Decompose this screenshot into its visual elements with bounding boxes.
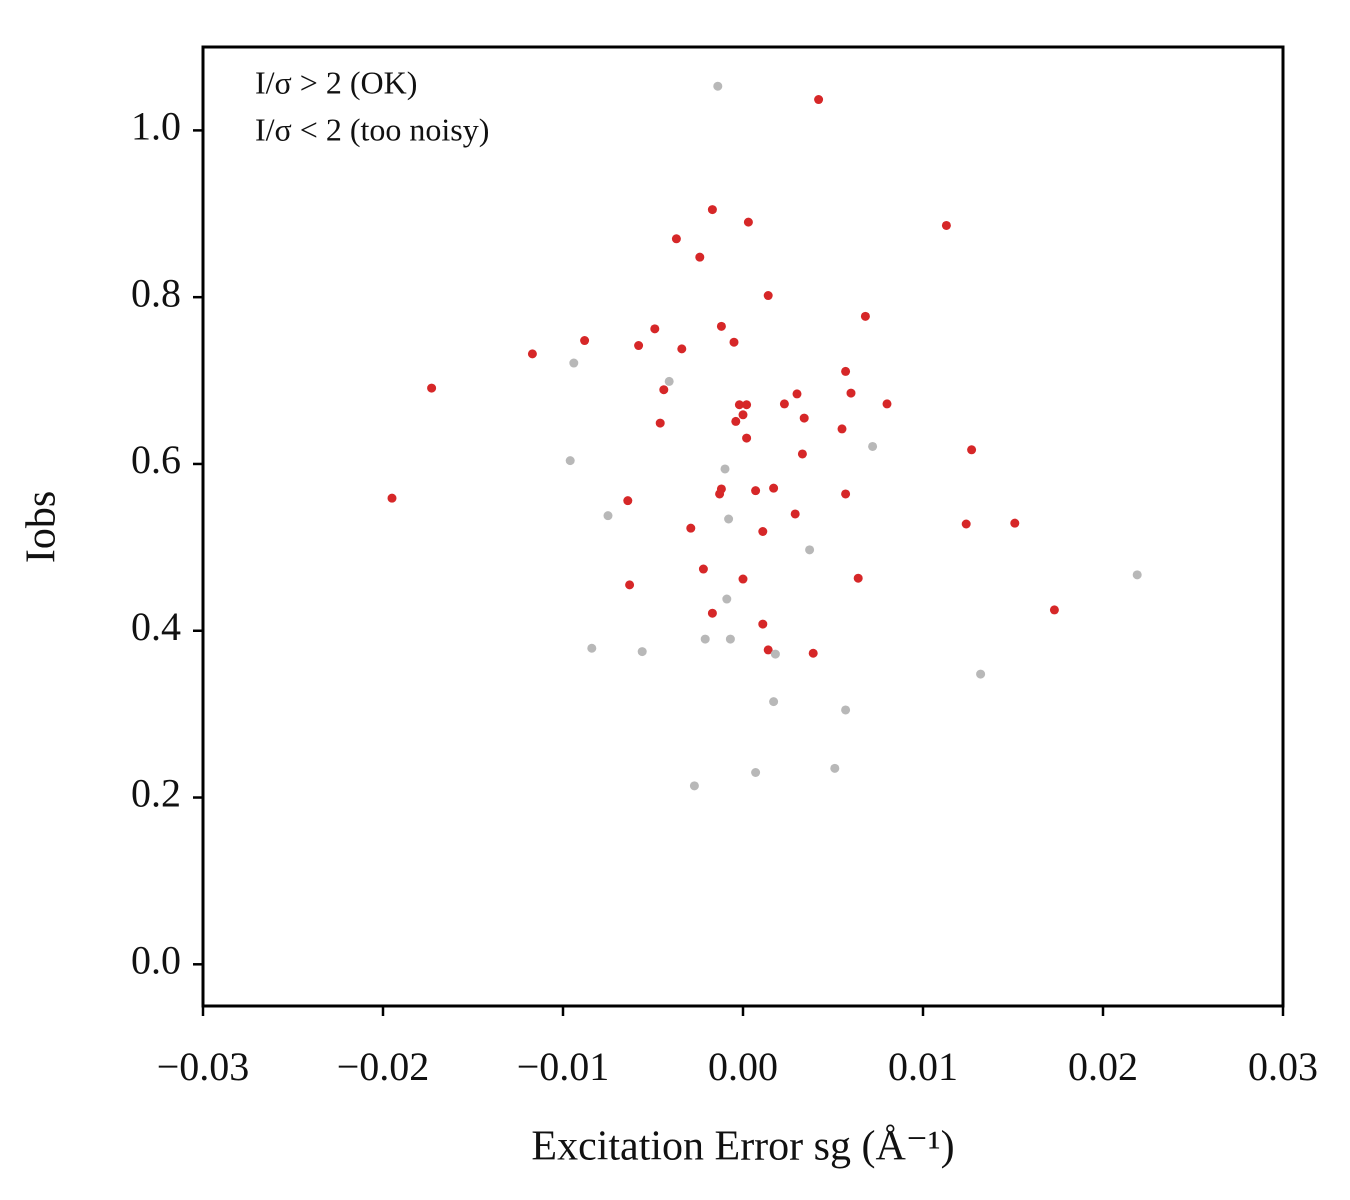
point	[427, 383, 437, 393]
x-tick-label: 0.01	[888, 1044, 958, 1089]
point	[724, 514, 734, 524]
point	[763, 291, 773, 301]
point	[841, 489, 851, 499]
point	[569, 358, 579, 368]
x-tick-label: 0.02	[1068, 1044, 1138, 1089]
point	[830, 763, 840, 773]
point	[769, 483, 779, 493]
point	[967, 445, 977, 455]
point	[751, 768, 761, 778]
point	[650, 324, 660, 334]
point	[941, 220, 951, 230]
point	[853, 573, 863, 583]
point	[734, 400, 744, 410]
x-tick-label: −0.03	[157, 1044, 250, 1089]
point	[715, 489, 725, 499]
point	[846, 388, 856, 398]
point	[603, 511, 613, 521]
point	[758, 527, 768, 537]
x-tick-label: −0.02	[337, 1044, 430, 1089]
point	[769, 697, 779, 707]
point	[805, 545, 815, 555]
y-tick-label: 0.2	[131, 771, 181, 816]
point	[720, 464, 730, 474]
x-tick-label: 0.00	[708, 1044, 778, 1089]
point	[837, 424, 847, 434]
point	[1010, 518, 1020, 528]
legend-entry: I/σ < 2 (too noisy)	[255, 111, 489, 147]
point	[387, 493, 397, 503]
plot-frame	[201, 45, 1285, 1008]
point	[671, 234, 681, 244]
point	[725, 634, 735, 644]
point	[623, 496, 633, 506]
y-tick-label: 0.4	[131, 604, 181, 649]
point	[695, 252, 705, 262]
y-tick-label: 1.0	[131, 104, 181, 149]
point	[868, 441, 878, 451]
point	[742, 400, 752, 410]
point	[707, 205, 717, 215]
point	[797, 449, 807, 459]
point	[580, 336, 590, 346]
point	[742, 433, 752, 443]
point	[814, 95, 824, 105]
point	[758, 619, 768, 629]
y-axis-label: Iobs	[19, 491, 65, 563]
point	[729, 337, 739, 347]
point	[655, 418, 665, 428]
point	[707, 608, 717, 618]
point	[790, 509, 800, 519]
point	[689, 781, 699, 791]
point	[779, 399, 789, 409]
point	[751, 486, 761, 496]
x-tick-label: −0.01	[517, 1044, 610, 1089]
point	[664, 376, 674, 386]
point	[738, 574, 748, 584]
point	[716, 321, 726, 331]
point	[637, 647, 647, 657]
x-axis-label: Excitation Error sg (Å⁻¹)	[531, 1124, 954, 1170]
point	[659, 385, 669, 395]
point	[1049, 605, 1059, 615]
point	[698, 564, 708, 574]
point	[677, 344, 687, 354]
point	[565, 456, 575, 466]
x-tick-label: 0.03	[1248, 1044, 1318, 1089]
point	[841, 705, 851, 715]
point	[976, 669, 986, 679]
y-tick-label: 0.0	[131, 937, 181, 982]
point	[587, 643, 597, 653]
point	[686, 523, 696, 533]
point	[763, 645, 773, 655]
y-tick-label: 0.6	[131, 437, 181, 482]
point	[882, 399, 892, 409]
point	[722, 594, 732, 604]
point	[731, 416, 741, 426]
point	[841, 366, 851, 376]
point	[799, 413, 809, 423]
y-tick-label: 0.8	[131, 270, 181, 315]
point	[860, 311, 870, 321]
legend-entry: I/σ > 2 (OK)	[255, 64, 417, 100]
point	[808, 648, 818, 658]
point	[713, 81, 723, 91]
point	[700, 634, 710, 644]
point	[792, 389, 802, 399]
point	[625, 580, 635, 590]
point	[634, 341, 644, 351]
point	[743, 217, 753, 227]
point	[770, 649, 780, 659]
point	[961, 519, 971, 529]
point	[738, 410, 748, 420]
point	[527, 349, 537, 359]
point	[1132, 570, 1142, 580]
